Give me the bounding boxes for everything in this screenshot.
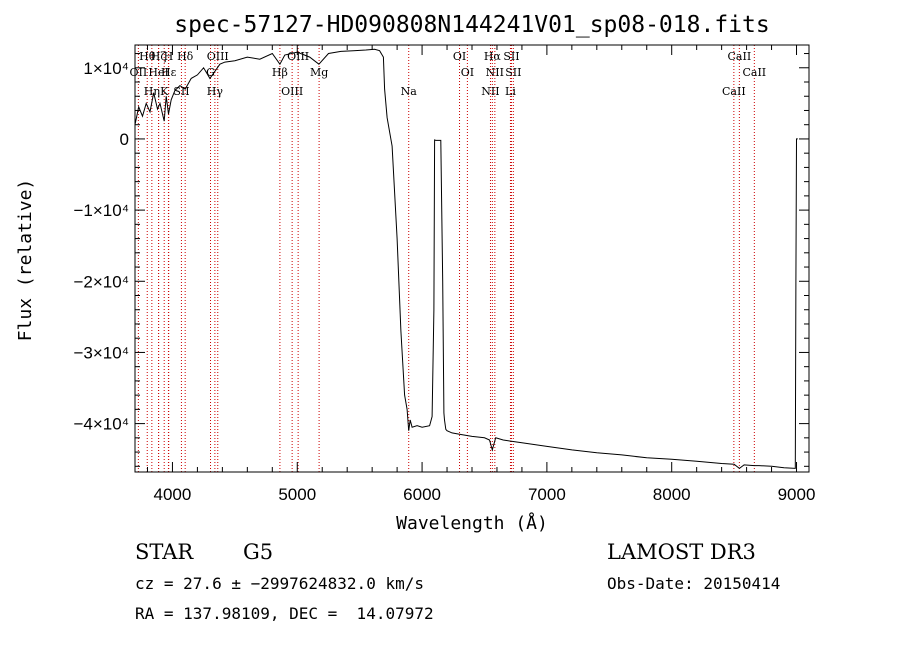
- y-tick-label: 0: [120, 130, 129, 149]
- object-class: STAR: [135, 540, 194, 564]
- line-marker-label: K: [160, 85, 169, 98]
- chart-title: spec-57127-HD090808N144241V01_sp08-018.f…: [174, 12, 769, 38]
- line-marker-label: Li: [505, 85, 516, 98]
- line-marker-label: Hζ: [151, 50, 167, 63]
- y-axis-label: Flux (relative): [15, 179, 36, 342]
- x-tick-label: 6000: [403, 485, 441, 504]
- flux-line: [134, 48, 798, 470]
- line-marker-label: CaII: [728, 50, 752, 63]
- line-marker-label: SII: [505, 66, 521, 79]
- line-marker-label: HeI: [148, 66, 168, 79]
- coordinates: RA = 137.98109, DEC = 14.07972: [135, 604, 434, 623]
- redshift-line: cz = 27.6 ± −2997624832.0 km/s: [135, 574, 424, 593]
- line-marker-label: Hθ: [139, 50, 156, 63]
- x-axis-label: Wavelength (Å): [396, 512, 548, 534]
- line-marker-label: OIII: [281, 85, 303, 98]
- y-tick-label: −2×10⁴: [73, 272, 129, 291]
- line-marker-label: CaII: [722, 85, 746, 98]
- line-marker-label: NII: [481, 85, 499, 98]
- y-tick-label: −4×10⁴: [73, 415, 129, 434]
- x-tick-label: 8000: [653, 485, 691, 504]
- y-axis-ticks: 1×10⁴ 0 −1×10⁴ −2×10⁴ −3×10⁴ −4×10⁴: [73, 53, 809, 467]
- survey-name: LAMOST DR3: [607, 540, 756, 564]
- line-marker-label: Hδ: [177, 50, 194, 63]
- x-tick-label: 4000: [154, 485, 192, 504]
- obs-date: Obs-Date: 20150414: [607, 574, 781, 593]
- plot-frame: [134, 44, 810, 473]
- line-marker-label: OI: [461, 66, 474, 79]
- line-marker-label: Hβ: [272, 66, 288, 79]
- x-tick-label: 9000: [778, 485, 816, 504]
- y-tick-label: −1×10⁴: [73, 201, 129, 220]
- line-marker-label: SII: [503, 50, 519, 63]
- line-marker-label: Na: [401, 85, 418, 98]
- x-axis-ticks: 4000 5000 6000 7000 8000 9000: [146, 45, 816, 504]
- line-marker-labels: HθOIIHηHζHeIKHHεSIIHδGHγOIIIHβOIIIOIIIMg…: [130, 50, 767, 98]
- line-marker-label: Hγ: [207, 85, 224, 98]
- line-marker-label: Hε: [161, 66, 177, 79]
- x-tick-label: 7000: [528, 485, 566, 504]
- line-markers: [137, 45, 755, 472]
- line-marker-label: OI: [453, 50, 466, 63]
- x-tick-label: 5000: [278, 485, 316, 504]
- line-marker-label: NII: [486, 66, 504, 79]
- line-marker-label: CaII: [742, 66, 766, 79]
- y-tick-label: −3×10⁴: [73, 343, 129, 362]
- line-marker-label: Mg: [310, 66, 328, 79]
- line-marker-label: Hα: [484, 50, 502, 63]
- line-marker-label: H: [164, 50, 174, 63]
- line-marker-label: G: [206, 66, 215, 79]
- line-marker-label: OIII: [207, 50, 229, 63]
- line-marker-label: OII: [130, 66, 148, 79]
- y-tick-label: 1×10⁴: [83, 59, 129, 78]
- object-subclass: G5: [243, 540, 274, 564]
- line-marker-label: Hη: [144, 85, 160, 98]
